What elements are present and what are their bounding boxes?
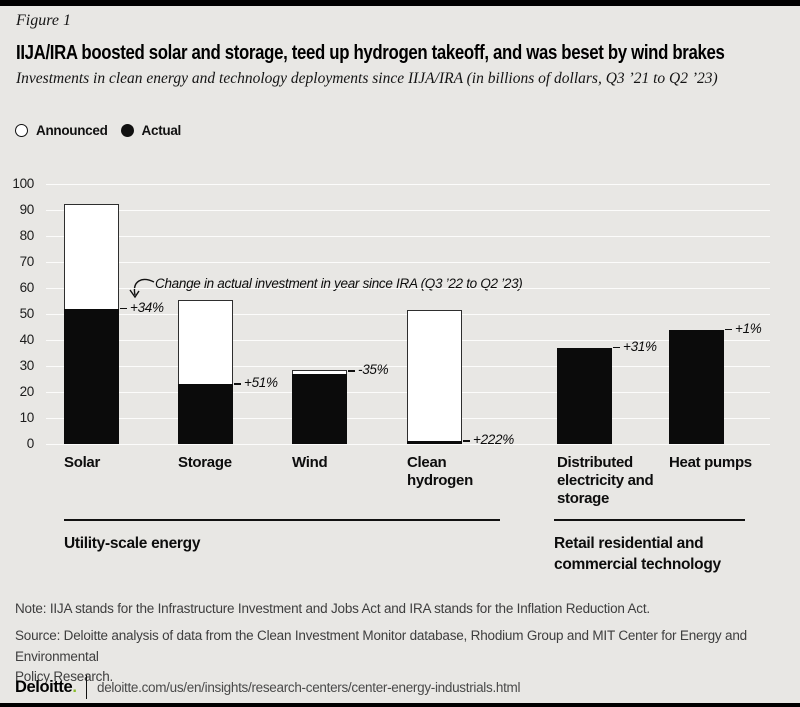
y-axis-label-60: 60 bbox=[19, 280, 35, 295]
category-label-storage: Storage bbox=[178, 454, 232, 471]
legend-item-actual: Actual bbox=[120, 123, 182, 138]
chart-subtitle: Investments in clean energy and technolo… bbox=[16, 70, 718, 87]
category-label-wind: Wind bbox=[292, 454, 328, 471]
group-label-retail: Retail residential and commercial techno… bbox=[554, 535, 721, 573]
y-axis-label-0: 0 bbox=[26, 436, 35, 451]
source-line: Source: Deloitte analysis of data from t… bbox=[15, 628, 747, 664]
category-label-solar: Solar bbox=[64, 454, 101, 471]
y-axis-label-30: 30 bbox=[19, 358, 35, 373]
change-label-distributed-electricity-and-storage: +31% bbox=[623, 338, 657, 354]
change-tick-storage bbox=[234, 383, 241, 385]
top-border-bar bbox=[0, 0, 800, 6]
gridline-80 bbox=[46, 235, 770, 237]
bottom-border-bar bbox=[0, 703, 800, 707]
y-axis-label-80: 80 bbox=[19, 228, 35, 243]
group-underline-utility bbox=[64, 519, 500, 521]
source-line: Policy Research. bbox=[15, 669, 114, 684]
legend-item-announced: Announced bbox=[15, 123, 108, 138]
change-label-heat-pumps: +1% bbox=[735, 320, 762, 336]
annotation-arrow-icon bbox=[129, 278, 155, 299]
gridline-60 bbox=[46, 287, 770, 289]
bar-chart: Change in actual investment in year sinc… bbox=[12, 176, 770, 573]
change-tick-distributed-electricity-and-storage bbox=[613, 346, 620, 349]
announced-circle-icon bbox=[15, 124, 28, 137]
legend: Announced Actual bbox=[15, 123, 181, 138]
bar-distributed-electricity-and-storage-actual bbox=[557, 347, 612, 444]
y-axis-label-20: 20 bbox=[19, 384, 35, 399]
chart-annotation: Change in actual investment in year sinc… bbox=[155, 276, 523, 291]
gridline-70 bbox=[46, 261, 770, 263]
y-axis-label-90: 90 bbox=[19, 202, 35, 217]
change-tick-heat-pumps bbox=[725, 328, 732, 331]
bar-wind-actual bbox=[292, 373, 347, 444]
change-label-solar: +34% bbox=[130, 299, 164, 315]
bar-clean-hydrogen-actual bbox=[407, 441, 462, 444]
deloitte-logo: Deloitte. bbox=[15, 677, 77, 696]
bar-solar-actual bbox=[64, 308, 119, 444]
change-label-storage: +51% bbox=[244, 375, 278, 391]
figure-number: Figure 1 bbox=[16, 12, 71, 29]
y-axis-label-70: 70 bbox=[19, 254, 35, 269]
footnote: Note: IIJA stands for the Infrastructure… bbox=[15, 601, 650, 616]
bar-storage-actual bbox=[178, 384, 233, 444]
category-label-clean-hydrogen: Clean hydrogen bbox=[407, 454, 473, 489]
gridline-100 bbox=[46, 183, 770, 185]
category-label-distributed-electricity-and-storage: Distributed electricity and storage bbox=[557, 454, 654, 507]
page-title: IIJA/IRA boosted solar and storage, teed… bbox=[16, 42, 725, 64]
y-axis-label-100: 100 bbox=[12, 176, 34, 191]
bar-heat-pumps-actual bbox=[669, 329, 724, 444]
change-label-wind: -35% bbox=[358, 362, 389, 378]
category-label-heat-pumps: Heat pumps bbox=[669, 454, 752, 471]
group-underline-retail bbox=[554, 519, 745, 521]
change-tick-solar bbox=[120, 307, 127, 310]
gridline-90 bbox=[46, 209, 770, 211]
footer-url-link[interactable]: deloitte.com/us/en/insights/research-cen… bbox=[97, 679, 521, 695]
group-label-utility: Utility-scale energy bbox=[64, 535, 201, 552]
legend-label-actual: Actual bbox=[141, 123, 182, 138]
actual-circle-icon bbox=[120, 124, 134, 137]
y-axis-label-50: 50 bbox=[19, 306, 35, 321]
bar-clean-hydrogen-announced bbox=[407, 310, 462, 444]
footer: Deloitte. deloitte.com/us/en/insights/re… bbox=[15, 674, 521, 700]
legend-label-announced: Announced bbox=[36, 123, 108, 138]
y-axis-label-40: 40 bbox=[19, 332, 35, 347]
change-tick-clean-hydrogen bbox=[463, 440, 470, 442]
deloitte-green-dot: . bbox=[72, 677, 77, 696]
y-axis-label-10: 10 bbox=[19, 410, 35, 425]
footer-divider bbox=[85, 675, 87, 699]
gridline-0 bbox=[46, 443, 770, 445]
change-label-clean-hydrogen: +222% bbox=[473, 432, 514, 448]
source-note: Source: Deloitte analysis of data from t… bbox=[15, 626, 800, 688]
change-tick-wind bbox=[348, 370, 355, 372]
